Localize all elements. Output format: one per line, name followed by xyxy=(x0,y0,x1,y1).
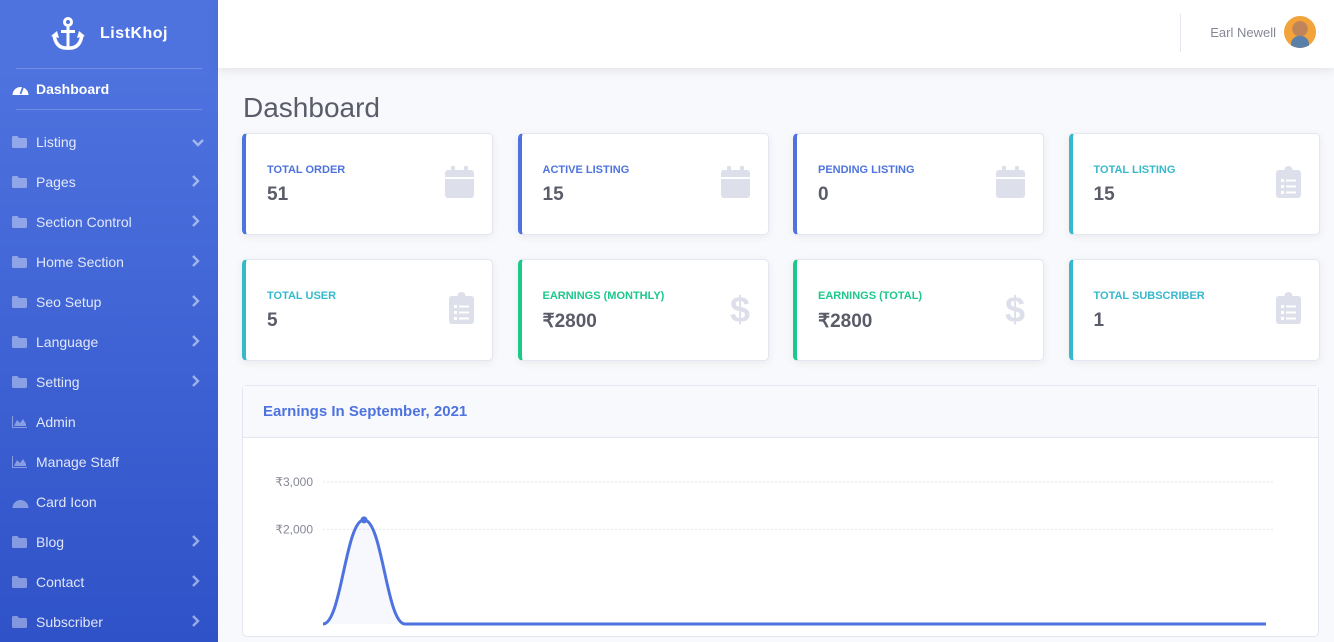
stat-value: 5 xyxy=(267,310,278,331)
stat-card-total-subscriber: Total Subscriber 1 xyxy=(1068,259,1320,361)
folder-icon xyxy=(12,216,36,228)
chevron-right-icon xyxy=(192,534,206,550)
stat-title: Total Order xyxy=(267,164,346,176)
sidebar-item-manage-staff[interactable]: Manage Staff xyxy=(0,442,218,482)
chevron-right-icon xyxy=(192,334,206,350)
chart-area-icon xyxy=(12,456,36,468)
sidebar-item-setting[interactable]: Setting xyxy=(0,362,218,402)
sidebar-item-subscriber[interactable]: Subscriber xyxy=(0,602,218,642)
stat-value: 51 xyxy=(267,184,289,205)
tachometer-icon xyxy=(12,82,36,96)
calendar-icon xyxy=(996,166,1025,203)
stat-card-total-order: Total Order 51 xyxy=(242,133,493,235)
sidebar-item-dashboard[interactable]: Dashboard xyxy=(0,69,218,109)
chevron-right-icon xyxy=(192,294,206,310)
stat-title: Total Listing xyxy=(1093,164,1176,176)
series-area xyxy=(323,519,1266,624)
sidebar-item-language[interactable]: Language xyxy=(0,322,218,362)
chevron-down-icon xyxy=(192,134,206,150)
y-tick-label: ₹3,000 xyxy=(275,475,313,489)
sidebar-item-admin[interactable]: Admin xyxy=(0,402,218,442)
data-point[interactable] xyxy=(360,516,368,524)
stat-value: 0 xyxy=(818,184,829,205)
sidebar-item-card-icon[interactable]: Card Icon xyxy=(0,482,218,522)
chart-area-icon xyxy=(12,416,36,428)
series-line xyxy=(322,518,1266,626)
dollar-icon: $ xyxy=(729,289,750,331)
clipboard-list-icon xyxy=(1275,292,1301,329)
folder-icon xyxy=(12,256,36,268)
sidebar-item-seo-setup[interactable]: Seo Setup xyxy=(0,282,218,322)
brand-link[interactable]: ListKhoj xyxy=(0,0,218,68)
divider xyxy=(16,109,202,110)
chevron-right-icon xyxy=(192,574,206,590)
chevron-right-icon xyxy=(192,214,206,230)
stat-title: Earnings (Total) xyxy=(818,290,923,302)
stat-title: Total Subscriber xyxy=(1093,290,1205,302)
clipboard-list-icon xyxy=(449,292,474,329)
tachometer-icon xyxy=(12,495,36,509)
dollar-icon: $ xyxy=(1005,289,1025,331)
stat-value: 15 xyxy=(1093,184,1115,205)
folder-icon xyxy=(12,576,36,588)
chevron-right-icon xyxy=(192,254,206,270)
stat-card-earnings-monthly: Earnings (Monthly) ₹2800 $ xyxy=(517,259,769,361)
topbar: Earl Newell xyxy=(218,0,1334,68)
chart-title: Earnings In September, 2021 xyxy=(243,386,1318,438)
sidebar-item-blog[interactable]: Blog xyxy=(0,522,218,562)
earnings-chart: ₹3,000 ₹2,000 xyxy=(275,475,1273,626)
anchor-icon xyxy=(51,17,85,50)
folder-icon xyxy=(12,336,36,348)
y-tick-label: ₹2,000 xyxy=(275,522,313,536)
user-menu[interactable]: Earl Newell xyxy=(1210,16,1316,48)
stat-title: Pending Listing xyxy=(818,164,915,176)
stat-title: Active Listing xyxy=(542,164,630,176)
sidebar-item-contact[interactable]: Contact xyxy=(0,562,218,602)
stat-value: 1 xyxy=(1093,310,1105,331)
chevron-right-icon xyxy=(192,614,206,630)
chevron-right-icon xyxy=(192,374,206,390)
sidebar-item-home-section[interactable]: Home Section xyxy=(0,242,218,282)
brand-name: ListKhoj xyxy=(100,25,168,42)
topbar-divider xyxy=(1180,14,1181,52)
stat-card-total-user: Total User 5 xyxy=(242,259,493,361)
sidebar-item-listing[interactable]: Listing xyxy=(0,122,218,162)
calendar-icon xyxy=(720,166,750,203)
user-name: Earl Newell xyxy=(1210,24,1276,40)
folder-icon xyxy=(12,616,36,628)
stat-card-total-listing: Total Listing 15 xyxy=(1068,133,1320,235)
chevron-right-icon xyxy=(192,174,206,190)
calendar-icon xyxy=(445,166,474,203)
stat-value: ₹2800 xyxy=(818,311,873,332)
folder-icon xyxy=(12,176,36,188)
folder-icon xyxy=(12,376,36,388)
page-title: Dashboard xyxy=(243,92,380,123)
svg-text:$: $ xyxy=(1005,292,1025,326)
stat-title: Total User xyxy=(267,290,337,302)
folder-icon xyxy=(12,136,36,148)
clipboard-list-icon xyxy=(1275,166,1301,203)
divider xyxy=(16,68,202,69)
svg-text:$: $ xyxy=(730,292,750,326)
folder-icon xyxy=(12,536,36,548)
sidebar-item-pages[interactable]: Pages xyxy=(0,162,218,202)
stat-card-active-listing: Active Listing 15 xyxy=(517,133,769,235)
earnings-chart-panel: Earnings In September, 2021 ₹3,000 ₹2,000 xyxy=(242,385,1319,637)
stat-value: ₹2800 xyxy=(542,311,597,332)
stat-card-pending-listing: Pending Listing 0 xyxy=(793,133,1044,235)
stat-card-earnings-total: Earnings (Total) ₹2800 $ xyxy=(793,259,1044,361)
stat-value: 15 xyxy=(542,184,564,205)
sidebar: ListKhoj Dashboard Listing Pages Section C… xyxy=(0,0,218,642)
avatar xyxy=(1284,16,1316,48)
folder-icon xyxy=(12,296,36,308)
sidebar-item-section-control[interactable]: Section Control xyxy=(0,202,218,242)
stat-title: Earnings (Monthly) xyxy=(542,290,665,302)
